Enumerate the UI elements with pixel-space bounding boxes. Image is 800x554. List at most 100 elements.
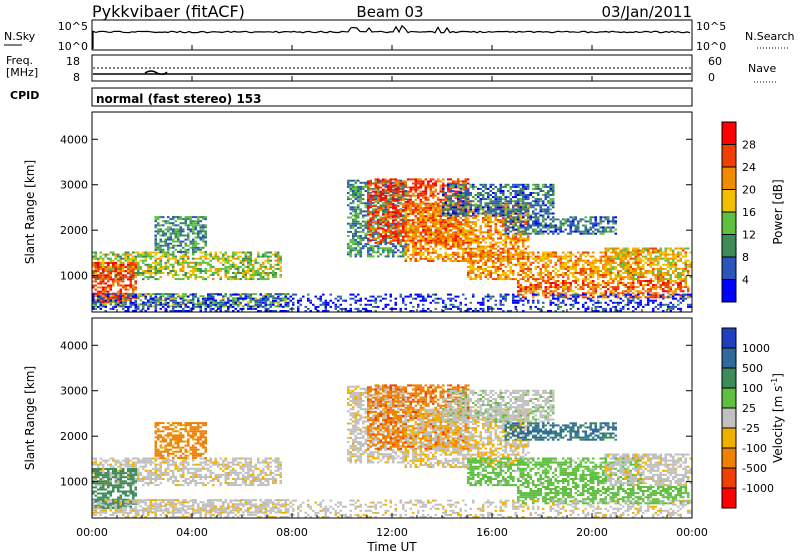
power-cell xyxy=(524,232,527,235)
power-cell xyxy=(509,272,512,274)
power-cell xyxy=(432,208,435,211)
power-cell xyxy=(234,267,237,270)
power-cell xyxy=(352,192,355,194)
power-cell xyxy=(499,237,502,240)
power-cell xyxy=(419,182,422,185)
power-cell xyxy=(197,220,200,223)
power-cell xyxy=(199,246,202,249)
power-cell xyxy=(584,259,587,262)
power-cell xyxy=(199,230,202,233)
power-cell xyxy=(457,245,460,248)
power-cell xyxy=(407,229,410,232)
power-cell xyxy=(229,263,232,266)
power-cell xyxy=(524,261,527,264)
power-cell xyxy=(602,232,605,235)
power-cell xyxy=(587,261,590,264)
power-cell xyxy=(154,265,157,268)
power-cell xyxy=(399,245,402,248)
power-cell xyxy=(547,190,550,192)
power-cell xyxy=(374,229,377,232)
power-cell xyxy=(367,214,370,217)
power-cell xyxy=(359,185,362,188)
power-cell xyxy=(514,194,517,196)
power-cell xyxy=(582,218,585,221)
power-cell xyxy=(377,245,380,248)
power-cell xyxy=(507,232,510,235)
power-cell xyxy=(352,202,355,205)
power-cell xyxy=(192,257,195,260)
power-cell xyxy=(539,187,542,190)
power-cell xyxy=(349,183,352,186)
power-cell xyxy=(402,218,405,221)
power-cell xyxy=(462,194,465,196)
power-cell xyxy=(417,227,420,230)
power-cell xyxy=(262,253,265,256)
power-cell xyxy=(367,241,370,244)
power-cell xyxy=(369,253,372,256)
power-cell xyxy=(517,183,520,186)
power-cell xyxy=(127,251,130,254)
power-cell xyxy=(499,190,502,192)
power-cell xyxy=(277,301,280,304)
power-cell xyxy=(259,263,262,266)
power-cell xyxy=(487,265,490,268)
power-cell xyxy=(522,212,525,215)
power-cell xyxy=(154,253,157,256)
power-cell xyxy=(214,255,217,258)
power-cell xyxy=(222,305,225,308)
power-cell xyxy=(487,235,490,238)
power-cell xyxy=(472,255,475,258)
power-cell xyxy=(284,297,287,300)
power-cell xyxy=(454,260,457,262)
power-cell xyxy=(194,236,197,239)
power-cell xyxy=(427,247,430,250)
power-cell xyxy=(427,231,430,234)
power-cell xyxy=(494,243,497,246)
power-cell xyxy=(407,245,410,248)
power-cell xyxy=(419,247,422,250)
power-cell xyxy=(362,194,365,196)
power-cell xyxy=(517,202,520,205)
power-cell xyxy=(167,220,170,223)
power-cell xyxy=(364,185,367,188)
power-cell xyxy=(207,276,210,279)
power-cell xyxy=(449,178,452,181)
power-cell xyxy=(507,261,510,264)
power-cell xyxy=(174,248,177,251)
power-cell xyxy=(554,261,557,264)
power-cell xyxy=(394,192,397,194)
power-cell xyxy=(389,196,392,199)
power-cell xyxy=(189,274,192,276)
power-cell xyxy=(527,185,530,188)
power-cell xyxy=(387,198,390,201)
power-cell xyxy=(134,251,137,254)
power-cell xyxy=(464,247,467,250)
power-cell xyxy=(517,253,520,256)
power-cell xyxy=(197,267,200,270)
power-cell xyxy=(454,212,457,215)
power-cell xyxy=(492,221,495,224)
power-cell xyxy=(227,276,230,279)
power-cell xyxy=(384,210,387,213)
power-cell xyxy=(467,247,470,250)
power-cell xyxy=(527,208,530,211)
power-cell xyxy=(569,216,572,219)
power-cell xyxy=(502,223,505,226)
power-cell xyxy=(497,241,500,244)
power-cell xyxy=(534,224,537,227)
power-cell xyxy=(102,261,105,264)
power-cell xyxy=(507,253,510,256)
power-cell xyxy=(439,215,442,218)
power-cell xyxy=(477,200,480,203)
power-cell xyxy=(477,237,480,240)
power-cell xyxy=(379,194,382,197)
power-cell xyxy=(412,178,415,181)
power-cell xyxy=(402,194,405,196)
power-cell xyxy=(492,263,495,266)
power-cell xyxy=(129,274,132,276)
power-cell xyxy=(467,204,470,207)
power-cell xyxy=(387,253,390,256)
power-cell xyxy=(374,221,377,224)
power-cell xyxy=(454,223,457,226)
power-cell xyxy=(477,270,480,272)
